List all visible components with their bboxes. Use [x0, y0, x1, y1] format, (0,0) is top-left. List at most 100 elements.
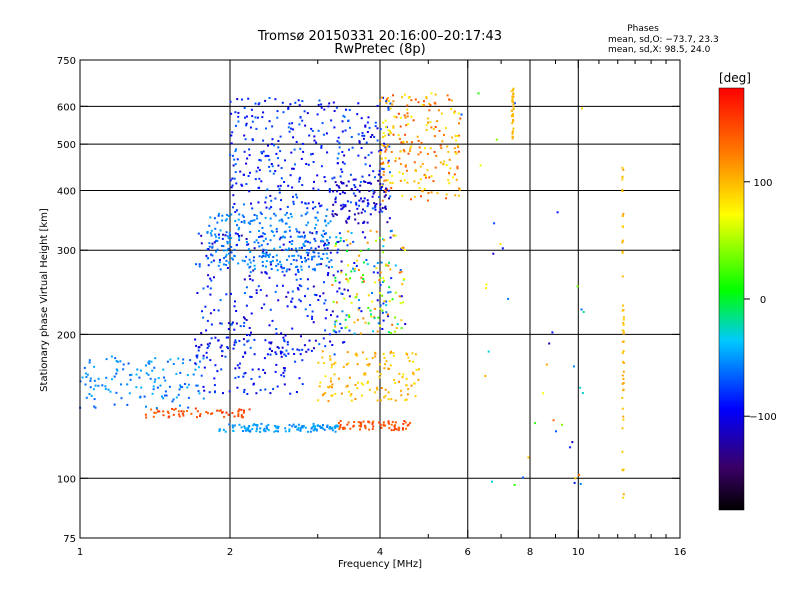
- data-point: [242, 215, 245, 218]
- data-point: [246, 243, 248, 246]
- data-point: [312, 268, 315, 271]
- data-point: [217, 339, 220, 342]
- data-point: [213, 377, 216, 380]
- data-point: [512, 89, 514, 92]
- data-point: [243, 203, 245, 206]
- data-point: [238, 226, 241, 229]
- data-point: [401, 96, 404, 99]
- data-point: [322, 133, 325, 136]
- data-point: [275, 429, 278, 432]
- data-point: [320, 234, 323, 237]
- data-point: [439, 144, 442, 147]
- data-point: [342, 182, 345, 185]
- data-point: [206, 412, 209, 415]
- data-point: [242, 375, 245, 378]
- data-point: [247, 339, 250, 342]
- data-point: [434, 126, 437, 128]
- data-point: [372, 170, 375, 173]
- data-point: [621, 427, 624, 430]
- data-point: [347, 180, 350, 183]
- data-point: [291, 327, 294, 330]
- data-point: [402, 428, 404, 431]
- data-point: [283, 383, 286, 386]
- data-point: [251, 428, 254, 430]
- data-point: [433, 151, 436, 153]
- data-point: [621, 166, 624, 169]
- data-point: [407, 96, 410, 99]
- data-point: [295, 391, 298, 393]
- data-point: [581, 392, 584, 394]
- data-point: [371, 422, 374, 425]
- data-point: [394, 291, 397, 294]
- data-point: [272, 256, 275, 258]
- data-point: [411, 352, 414, 355]
- data-point: [295, 259, 298, 262]
- data-point: [414, 98, 417, 101]
- data-point: [276, 284, 279, 287]
- data-point: [293, 353, 296, 355]
- data-point: [390, 398, 393, 401]
- data-point: [387, 398, 390, 401]
- data-point: [177, 357, 180, 360]
- data-point: [214, 336, 217, 339]
- data-point: [324, 375, 327, 378]
- data-point: [380, 187, 382, 190]
- data-point: [382, 132, 385, 135]
- data-point: [300, 335, 302, 338]
- data-point: [248, 408, 251, 411]
- data-point: [297, 288, 300, 291]
- data-point: [330, 363, 333, 366]
- data-point: [323, 244, 325, 247]
- data-point: [217, 309, 220, 312]
- data-point: [365, 259, 368, 261]
- data-point: [326, 424, 329, 427]
- data-point: [262, 232, 265, 235]
- data-point: [511, 109, 513, 112]
- data-point: [366, 205, 369, 208]
- data-point: [333, 362, 336, 365]
- data-point: [213, 217, 216, 220]
- data-point: [249, 171, 251, 174]
- data-point: [233, 341, 236, 344]
- data-point: [320, 146, 323, 149]
- data-point: [310, 127, 313, 130]
- data-point: [271, 319, 274, 322]
- data-point: [84, 383, 87, 386]
- data-point: [355, 201, 358, 204]
- data-point: [512, 120, 515, 123]
- data-point: [392, 100, 395, 103]
- data-point: [312, 207, 315, 210]
- data-point: [343, 341, 346, 344]
- data-point: [240, 234, 243, 237]
- data-point: [383, 142, 385, 145]
- data-point: [265, 425, 268, 428]
- data-point: [358, 299, 360, 301]
- data-point: [260, 244, 263, 247]
- data-point: [430, 191, 433, 194]
- data-point: [286, 258, 288, 261]
- data-point: [389, 131, 392, 134]
- data-point: [379, 399, 382, 402]
- data-point: [390, 151, 393, 153]
- data-point: [107, 388, 110, 391]
- data-point: [255, 427, 258, 430]
- data-point: [295, 278, 298, 281]
- data-point: [420, 195, 422, 198]
- data-point: [485, 287, 488, 289]
- data-point: [178, 388, 181, 391]
- data-point: [379, 183, 382, 185]
- data-point: [174, 407, 177, 410]
- data-point: [338, 146, 341, 149]
- data-point: [274, 290, 277, 293]
- data-point: [384, 134, 387, 137]
- data-point: [262, 255, 265, 257]
- data-point: [364, 124, 367, 127]
- data-point: [264, 155, 267, 158]
- data-point: [375, 230, 378, 233]
- data-point: [264, 339, 267, 342]
- data-point: [243, 260, 246, 263]
- data-point: [139, 395, 142, 398]
- data-point: [290, 300, 293, 303]
- data-point: [181, 386, 184, 388]
- data-point: [382, 163, 385, 165]
